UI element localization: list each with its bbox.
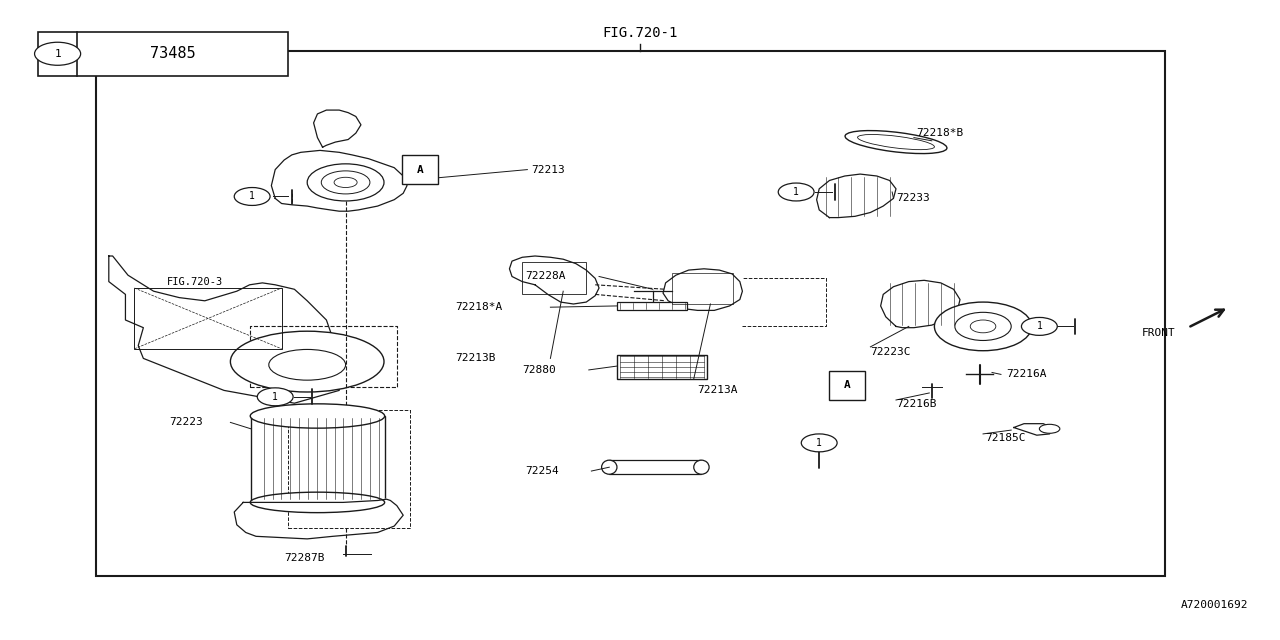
Text: 1: 1 [1037,321,1042,332]
Text: 72216A: 72216A [1006,369,1047,380]
Text: 1: 1 [54,49,61,59]
Circle shape [778,183,814,201]
FancyBboxPatch shape [251,416,385,502]
Polygon shape [109,256,343,403]
Text: 72228A: 72228A [525,271,566,282]
Text: 1: 1 [250,191,255,202]
Ellipse shape [251,404,384,428]
Ellipse shape [858,134,934,150]
Text: 72213: 72213 [531,164,564,175]
Text: 1: 1 [794,187,799,197]
Polygon shape [234,499,403,539]
Text: FIG.720-1: FIG.720-1 [603,26,677,40]
Text: 1: 1 [273,392,278,402]
Text: 72223C: 72223C [870,347,911,357]
Text: 72218*B: 72218*B [916,128,964,138]
Text: FIG.720-3: FIG.720-3 [166,276,223,287]
Ellipse shape [694,460,709,474]
Ellipse shape [602,460,617,474]
Polygon shape [663,269,742,310]
Polygon shape [881,280,960,328]
Polygon shape [314,110,361,147]
Circle shape [801,434,837,452]
Text: 72213A: 72213A [698,385,739,396]
Polygon shape [817,174,896,218]
FancyBboxPatch shape [38,32,288,76]
Text: 72254: 72254 [525,466,558,476]
Text: 72233: 72233 [896,193,929,204]
Text: A: A [844,380,851,390]
FancyBboxPatch shape [402,155,438,184]
Ellipse shape [1039,424,1060,433]
Ellipse shape [845,131,947,154]
Text: 72218*A: 72218*A [456,302,503,312]
FancyBboxPatch shape [617,355,707,379]
Text: 72223: 72223 [169,417,202,428]
Polygon shape [509,256,599,304]
Text: 1: 1 [817,438,822,448]
Ellipse shape [307,164,384,201]
Text: A720001692: A720001692 [1180,600,1248,610]
Text: 72287B: 72287B [284,553,325,563]
FancyBboxPatch shape [829,371,865,400]
Circle shape [257,388,293,406]
Circle shape [35,42,81,65]
Text: 72880: 72880 [522,365,556,375]
Text: 72213B: 72213B [456,353,497,364]
Circle shape [1021,317,1057,335]
Ellipse shape [251,492,384,513]
Ellipse shape [269,349,346,380]
Text: FRONT: FRONT [1142,328,1175,338]
Circle shape [955,312,1011,340]
Text: 72216B: 72216B [896,399,937,410]
Text: 72185C: 72185C [986,433,1027,443]
Ellipse shape [230,332,384,392]
Polygon shape [1014,424,1052,435]
Circle shape [934,302,1032,351]
FancyBboxPatch shape [617,302,687,310]
Circle shape [234,188,270,205]
Text: A: A [416,164,424,175]
Polygon shape [271,150,407,211]
Text: 73485: 73485 [150,46,196,61]
FancyBboxPatch shape [609,460,701,474]
